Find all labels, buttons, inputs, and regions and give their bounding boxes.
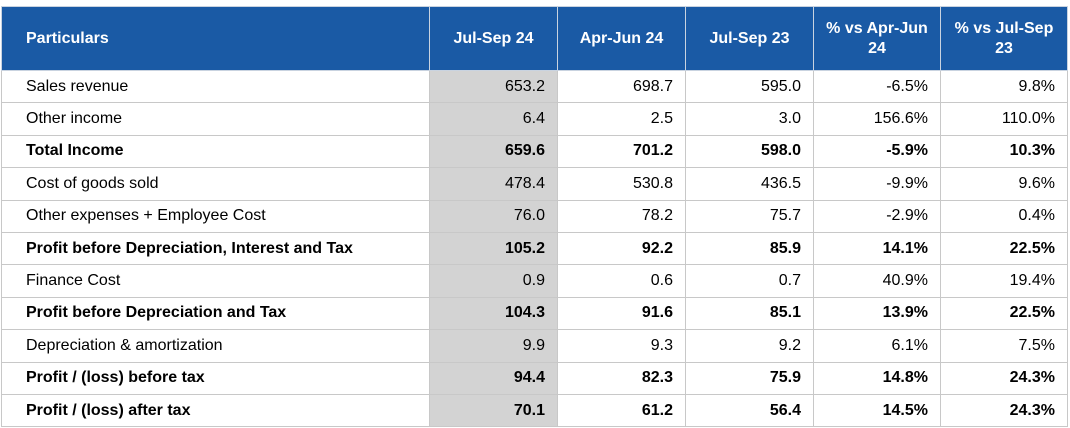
cell-value: 6.1% xyxy=(813,329,941,363)
cell-value: 7.5% xyxy=(940,329,1068,363)
cell-value: 19.4% xyxy=(940,264,1068,298)
cell-value: 75.7 xyxy=(685,200,814,233)
cell-value: 14.1% xyxy=(813,232,941,266)
cell-value: 104.3 xyxy=(429,297,558,331)
cell-value: 24.3% xyxy=(940,394,1068,428)
row-label: Profit before Depreciation, Interest and… xyxy=(1,232,430,266)
cell-value: 9.9 xyxy=(429,329,558,363)
row-label: Depreciation & amortization xyxy=(1,329,430,363)
cell-value: 22.5% xyxy=(940,297,1068,331)
header-particulars: Particulars xyxy=(1,6,430,71)
cell-value: 156.6% xyxy=(813,102,941,136)
cell-value: 9.2 xyxy=(685,329,814,363)
cell-value: 14.8% xyxy=(813,362,941,395)
financial-results-table: Particulars Jul-Sep 24 Apr-Jun 24 Jul-Se… xyxy=(1,6,1068,428)
cell-value: 436.5 xyxy=(685,167,814,201)
cell-value: -9.9% xyxy=(813,167,941,201)
cell-value: 92.2 xyxy=(557,232,686,266)
cell-value: 3.0 xyxy=(685,102,814,136)
cell-value: 78.2 xyxy=(557,200,686,233)
row-label: Profit / (loss) before tax xyxy=(1,362,430,395)
cell-value: 110.0% xyxy=(940,102,1068,136)
cell-value: 105.2 xyxy=(429,232,558,266)
cell-value: 85.9 xyxy=(685,232,814,266)
row-label: Other income xyxy=(1,102,430,136)
row-label: Sales revenue xyxy=(1,70,430,104)
table-row: Other income 6.4 2.5 3.0 156.6% 110.0% xyxy=(1,102,1068,136)
cell-value: 13.9% xyxy=(813,297,941,331)
cell-value: 82.3 xyxy=(557,362,686,395)
row-label: Profit / (loss) after tax xyxy=(1,394,430,428)
cell-value: 61.2 xyxy=(557,394,686,428)
cell-value: 85.1 xyxy=(685,297,814,331)
cell-value: 653.2 xyxy=(429,70,558,104)
cell-value: 22.5% xyxy=(940,232,1068,266)
cell-value: 9.6% xyxy=(940,167,1068,201)
cell-value: 6.4 xyxy=(429,102,558,136)
cell-value: 595.0 xyxy=(685,70,814,104)
cell-value: 0.9 xyxy=(429,264,558,298)
financial-table-container: Particulars Jul-Sep 24 Apr-Jun 24 Jul-Se… xyxy=(1,6,1068,428)
table-row: Sales revenue 653.2 698.7 595.0 -6.5% 9.8% xyxy=(1,70,1068,104)
cell-value: 14.5% xyxy=(813,394,941,428)
cell-value: 9.3 xyxy=(557,329,686,363)
cell-value: 698.7 xyxy=(557,70,686,104)
header-jul-sep-23: Jul-Sep 23 xyxy=(685,6,814,71)
table-row: Depreciation & amortization 9.9 9.3 9.2 6.1%… xyxy=(1,329,1068,363)
cell-value: -5.9% xyxy=(813,135,941,169)
cell-value: 70.1 xyxy=(429,394,558,428)
table-row: Finance Cost 0.9 0.6 0.7 40.9% 19.4% xyxy=(1,264,1068,298)
cell-value: 94.4 xyxy=(429,362,558,395)
cell-value: 76.0 xyxy=(429,200,558,233)
row-label: Cost of goods sold xyxy=(1,167,430,201)
header-jul-sep-24: Jul-Sep 24 xyxy=(429,6,558,71)
cell-value: 0.6 xyxy=(557,264,686,298)
table-row: Other expenses + Employee Cost 76.0 78.2 75… xyxy=(1,200,1068,233)
cell-value: 40.9% xyxy=(813,264,941,298)
header-apr-jun-24: Apr-Jun 24 xyxy=(557,6,686,71)
row-label: Finance Cost xyxy=(1,264,430,298)
header-row: Particulars Jul-Sep 24 Apr-Jun 24 Jul-Se… xyxy=(1,6,1068,71)
row-label: Profit before Depreciation and Tax xyxy=(1,297,430,331)
cell-value: 659.6 xyxy=(429,135,558,169)
cell-value: 56.4 xyxy=(685,394,814,428)
cell-value: 598.0 xyxy=(685,135,814,169)
table-row: Profit / (loss) after tax 70.1 61.2 56.4 14.… xyxy=(1,394,1068,428)
row-label: Other expenses + Employee Cost xyxy=(1,200,430,233)
table-row: Profit before Depreciation and Tax 104.3 9… xyxy=(1,297,1068,331)
cell-value: 2.5 xyxy=(557,102,686,136)
header-pct-vs-apr-jun-24: % vs Apr-Jun 24 xyxy=(813,6,941,71)
table-body: Sales revenue 653.2 698.7 595.0 -6.5% 9.8% Oth… xyxy=(1,70,1068,428)
cell-value: 478.4 xyxy=(429,167,558,201)
cell-value: 530.8 xyxy=(557,167,686,201)
cell-value: 0.7 xyxy=(685,264,814,298)
header-pct-vs-jul-sep-23: % vs Jul-Sep 23 xyxy=(940,6,1068,71)
table-row: Total Income 659.6 701.2 598.0 -5.9% 10.3% xyxy=(1,135,1068,169)
cell-value: 701.2 xyxy=(557,135,686,169)
table-row: Profit / (loss) before tax 94.4 82.3 75.9 14… xyxy=(1,362,1068,395)
table-row: Cost of goods sold 478.4 530.8 436.5 -9.9% 9.… xyxy=(1,167,1068,201)
cell-value: -2.9% xyxy=(813,200,941,233)
cell-value: 10.3% xyxy=(940,135,1068,169)
cell-value: 91.6 xyxy=(557,297,686,331)
table-row: Profit before Depreciation, Interest and… xyxy=(1,232,1068,266)
cell-value: 9.8% xyxy=(940,70,1068,104)
cell-value: 75.9 xyxy=(685,362,814,395)
cell-value: 24.3% xyxy=(940,362,1068,395)
row-label: Total Income xyxy=(1,135,430,169)
cell-value: -6.5% xyxy=(813,70,941,104)
cell-value: 0.4% xyxy=(940,200,1068,233)
